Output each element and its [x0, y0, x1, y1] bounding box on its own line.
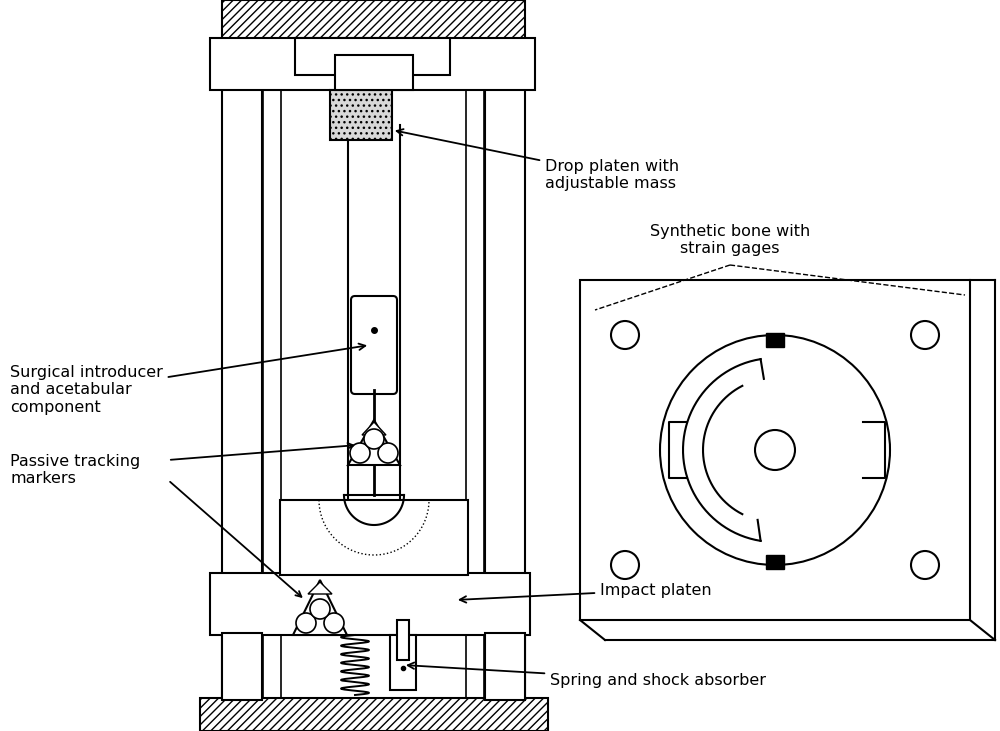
Text: Impact platen: Impact platen	[460, 583, 712, 602]
Text: Surgical introducer
and acetabular
component: Surgical introducer and acetabular compo…	[10, 344, 365, 415]
Bar	[485, 40, 525, 700]
Circle shape	[755, 430, 795, 470]
Text: Spring and shock absorber: Spring and shock absorber	[408, 662, 766, 687]
Bar	[222, 633, 262, 700]
Bar	[263, 90, 281, 700]
Bar	[210, 38, 535, 90]
Text: Synthetic bone with
strain gages: Synthetic bone with strain gages	[650, 224, 810, 256]
Bar	[335, 55, 413, 90]
Bar	[222, 40, 262, 700]
Polygon shape	[348, 420, 400, 465]
Circle shape	[324, 613, 344, 633]
FancyBboxPatch shape	[351, 296, 397, 394]
Bar	[580, 280, 970, 620]
Bar	[210, 573, 530, 635]
Bar	[485, 633, 525, 700]
Polygon shape	[308, 582, 332, 594]
Text: Drop platen with
adjustable mass: Drop platen with adjustable mass	[397, 129, 679, 192]
Circle shape	[911, 551, 939, 579]
Circle shape	[378, 443, 398, 463]
Circle shape	[364, 429, 384, 449]
Bar	[766, 555, 784, 569]
Polygon shape	[293, 580, 347, 635]
Circle shape	[660, 335, 890, 565]
Bar	[280, 500, 468, 575]
Bar	[466, 90, 484, 700]
Bar	[766, 333, 784, 347]
Circle shape	[611, 321, 639, 349]
Circle shape	[310, 599, 330, 619]
Circle shape	[911, 321, 939, 349]
Circle shape	[350, 443, 370, 463]
Bar	[200, 698, 548, 731]
Text: Passive tracking
markers: Passive tracking markers	[10, 454, 140, 486]
Polygon shape	[362, 422, 386, 435]
Bar	[397, 620, 409, 660]
Bar	[222, 0, 525, 40]
Circle shape	[296, 613, 316, 633]
Bar	[330, 90, 392, 140]
Bar	[390, 635, 416, 690]
Bar	[295, 38, 450, 75]
Circle shape	[611, 551, 639, 579]
